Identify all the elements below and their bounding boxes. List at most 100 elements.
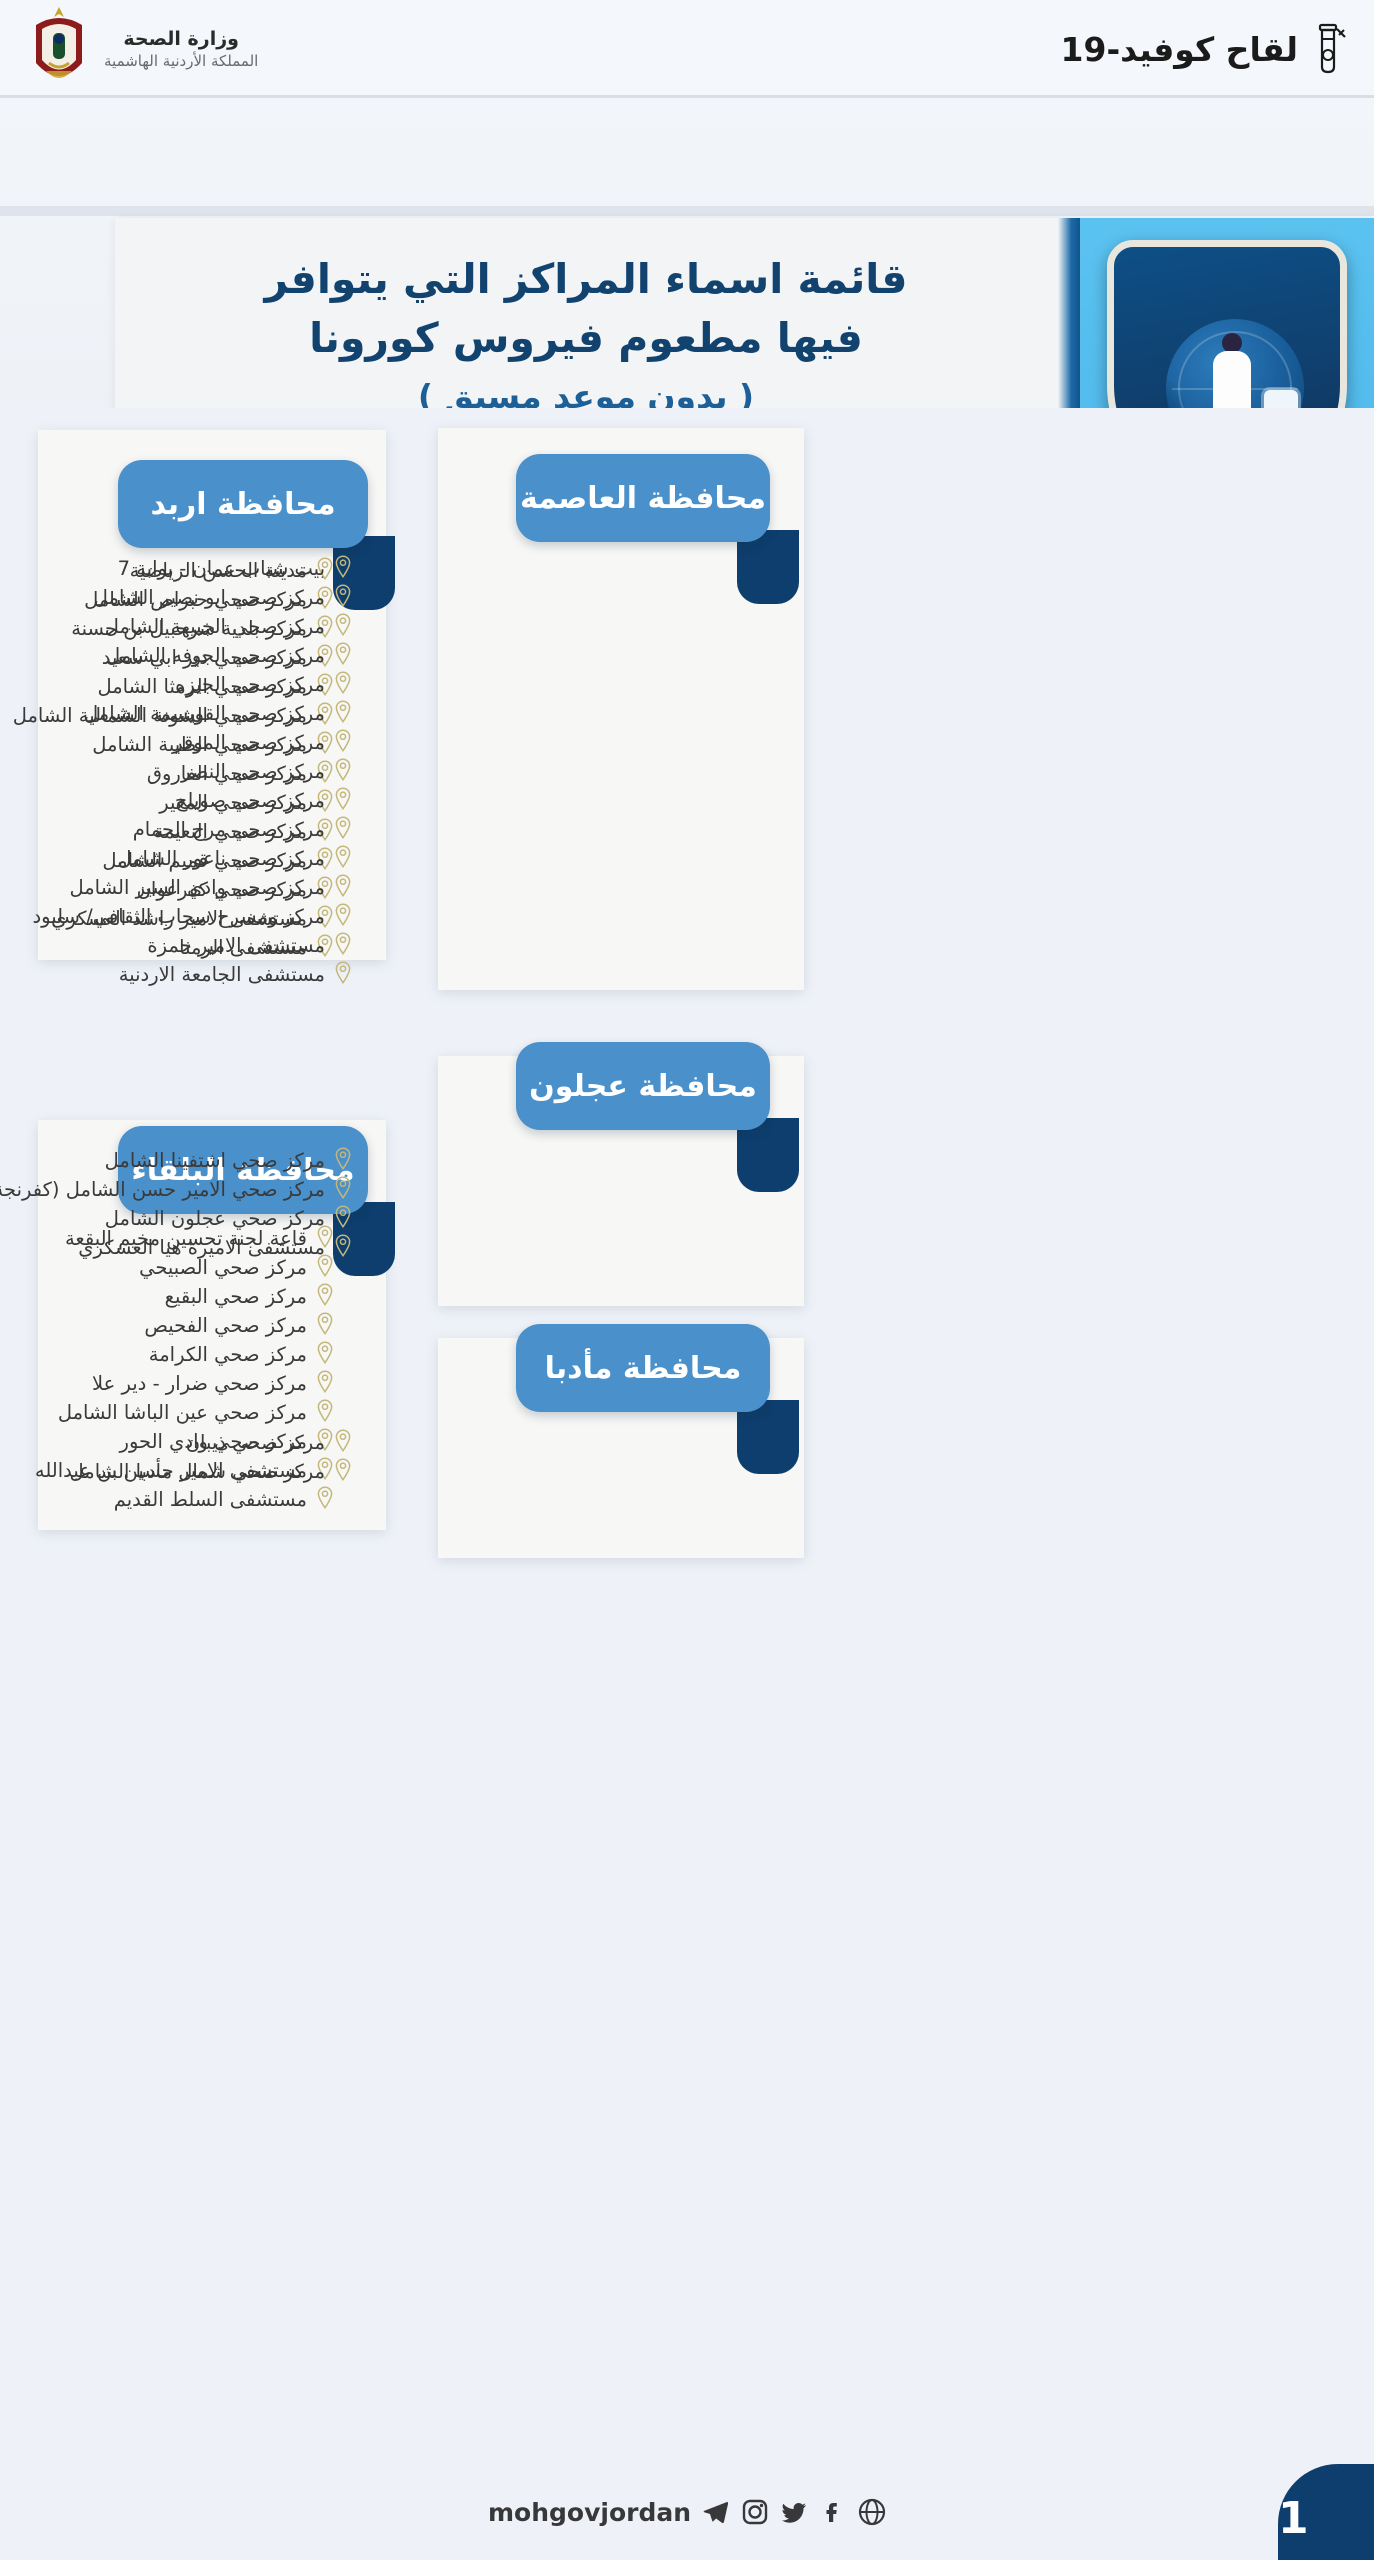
governorate-tab-balqa[interactable]: محافظة البلقاء — [118, 1126, 368, 1214]
center-list-item: مركز صحي الفحيص — [144, 1311, 334, 1340]
governorate-title-balqa: محافظة البلقاء — [131, 1152, 355, 1188]
center-name: مستشفى الاميرة هيا العسكري — [78, 1236, 325, 1259]
center-list-item: مركز صحي الجوفه الشامل — [106, 641, 352, 670]
center-name: مستشفى الرمثا — [179, 936, 307, 959]
center-list-item: مركز صحي الجيزه — [175, 670, 352, 699]
globe-icon[interactable] — [858, 2498, 886, 2526]
governorate-tab-madaba[interactable]: محافظة مأدبا — [516, 1324, 770, 1412]
page-footer: mohgovjordan — [0, 2464, 1374, 2560]
center-name: مركز صحي الرمثا الشامل — [97, 675, 307, 698]
page-header: لقاح كوفيد-19 وزارة الصحة المملكة الأردن… — [0, 0, 1374, 98]
center-list-item: مركز صحي ذيبان — [186, 1428, 352, 1457]
center-list-irbid: مدينة الحسن الرياضية مركز صحي حبراص الشام… — [0, 556, 348, 962]
center-list-item: مركز صحي الصبيحي — [139, 1253, 334, 1282]
ministry-name: وزارة الصحة — [123, 27, 239, 50]
center-name: مركز صحي الموقر — [173, 731, 325, 754]
center-name: مركز صحي وادي الحور — [119, 1430, 307, 1453]
center-name: مستشفى الامير حمزة — [147, 934, 325, 957]
covid-vaccine-label: لقاح كوفيد-19 — [1060, 29, 1299, 69]
location-pin-icon — [316, 644, 334, 671]
center-name: مركز بلدية شرحبيل بن حسنة — [71, 617, 307, 640]
governorate-tab-irbid[interactable]: محافظة اربد — [118, 460, 368, 548]
instagram-icon[interactable] — [741, 2498, 769, 2526]
center-list-item: بيت شباب عمان - بوابة 7 — [118, 554, 352, 583]
center-name: مركز صحي الصبيحي — [139, 1256, 307, 1279]
center-name: مركز صحي الفحيص — [144, 1314, 307, 1337]
location-pin-icon — [334, 874, 352, 901]
location-pin-icon — [334, 555, 352, 582]
center-list-item: قاعة لجنة تحسين مخيم البقعة — [65, 1224, 334, 1253]
governorate-title-amman: محافظة العاصمة — [520, 480, 767, 516]
location-pin-icon — [316, 557, 334, 584]
center-list-item: مستشفى الاميرة هيا العسكري — [78, 1233, 352, 1262]
hero-title-line1: قائمة اسماء المراكز التي يتوافر — [264, 255, 908, 303]
center-list-item: مركز صحي قميم الشامل — [102, 846, 334, 875]
center-name: مستشفى الامير حسين بن عبدالله — [34, 1459, 307, 1482]
location-pin-icon — [316, 1225, 334, 1252]
center-name: مدينة الحسن الرياضية — [129, 559, 307, 582]
center-list-item: مركز بلدية شرحبيل بن حسنة — [71, 614, 334, 643]
governorate-tab-ajloun[interactable]: محافظة عجلون — [516, 1042, 770, 1130]
hero-section: قائمة اسماء المراكز التي يتوافر فيها مطع… — [0, 98, 1374, 516]
location-pin-icon — [334, 613, 352, 640]
location-pin-icon — [334, 671, 352, 698]
tab-shadow-amman — [737, 530, 799, 604]
jordan-coat-of-arms-icon — [26, 5, 92, 93]
governorates-board: محافظة اربد مدينة الحسن الرياضية مركز صحي… — [0, 408, 1374, 2498]
telegram-icon[interactable] — [702, 2498, 730, 2526]
center-list-item: مركز صحي القويسمة الشامل — [84, 699, 352, 728]
page-number: 1 — [1278, 2493, 1309, 2544]
location-pin-icon — [334, 787, 352, 814]
twitter-icon[interactable] — [780, 2498, 808, 2526]
location-pin-icon — [334, 1458, 352, 1485]
center-name: مركز صحي النصر — [181, 760, 325, 783]
location-pin-icon — [316, 1457, 334, 1484]
tab-shadow-irbid — [333, 536, 395, 610]
location-pin-icon — [316, 1341, 334, 1368]
tab-shadow-madaba — [737, 1400, 799, 1474]
center-list-item: مركز صحي عجلون الشامل — [105, 1204, 352, 1233]
center-list-item: مركز صحي شمال مأدبا الشامل — [69, 1457, 352, 1486]
center-name: مركز صحي الطيبة الشامل — [92, 733, 307, 756]
center-list-item: مستشفى الرمثا — [179, 933, 334, 962]
location-pin-icon — [334, 932, 352, 959]
center-list-item: مركز صحي الشونة الشمالية الشامل — [13, 701, 334, 730]
hero-top-strip — [0, 206, 1374, 216]
location-pin-icon — [334, 584, 352, 611]
center-list-balqa: قاعة لجنة تحسين مخيم البقعة مركز صحي الصب… — [0, 1224, 348, 1514]
location-pin-icon — [334, 642, 352, 669]
center-list-item: مركز صحي اشتفينا الشامل — [105, 1146, 352, 1175]
location-pin-icon — [334, 729, 352, 756]
center-list-item: مركز صحي الرمثا الشامل — [97, 672, 334, 701]
location-pin-icon — [334, 758, 352, 785]
center-list-item: مستشفى الامير راشد العسكري — [51, 904, 334, 933]
center-list-item: مستشفى الامير حمزة — [147, 931, 352, 960]
center-list-item: مركز صحي الفاروق — [147, 759, 334, 788]
location-pin-icon — [316, 789, 334, 816]
center-name: مركز صحي وادي السير الشامل — [69, 876, 325, 899]
location-pin-icon — [334, 961, 352, 988]
center-list-ajloun: مركز صحي اشتفينا الشامل مركز صحي الامير ح… — [0, 1146, 366, 1262]
center-list-item: مركز صحي عين الباشا الشامل — [58, 1398, 334, 1427]
center-name: مركز صحي ابو نصير الشامل — [93, 586, 325, 609]
facebook-icon[interactable] — [819, 2498, 847, 2526]
center-name: مركز صحي الشونة الشمالية الشامل — [12, 704, 307, 727]
social-handle: mohgovjordan — [487, 2497, 692, 2527]
center-list-item: مركز صحي دير ابي سعيد — [102, 643, 334, 672]
center-name: مركز صحي البقيع — [164, 1285, 307, 1308]
center-name: مركز صحي الفاروق — [146, 762, 307, 785]
center-name: بيت شباب عمان - بوابة 7 — [117, 557, 325, 580]
vaccine-vial-icon — [1308, 23, 1348, 75]
governorate-tab-amman[interactable]: محافظة العاصمة — [516, 454, 770, 542]
center-name: مركز صحي مرج الحمام — [132, 818, 325, 841]
center-list-item: مركز صحي ناعور الشامل — [117, 844, 352, 873]
center-list-item: مركز صحي حبراص الشامل — [84, 585, 334, 614]
location-pin-icon — [316, 1283, 334, 1310]
location-pin-icon — [316, 905, 334, 932]
location-pin-icon — [316, 760, 334, 787]
center-name: قاعة لجنة تحسين مخيم البقعة — [64, 1227, 307, 1250]
center-list-madaba: مركز صحي ذيبان مركز صحي شمال مأدبا الشامل — [0, 1428, 366, 1486]
center-list-item: مركز صحي الجبيهة الشامل — [105, 612, 352, 641]
center-name: مركز صحي عين الباشا الشامل — [57, 1401, 307, 1424]
center-name: مركز ومسرح سحاب الثقافي/ سلبود — [32, 905, 326, 928]
